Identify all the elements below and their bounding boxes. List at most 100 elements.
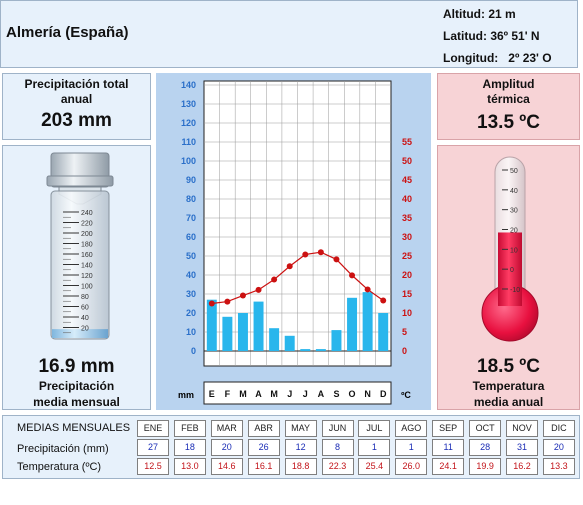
right-axis-tick-label: 5 (402, 327, 407, 337)
month-header-cell: FEB (173, 420, 206, 437)
gauge-water-level (52, 329, 108, 338)
amplitude-value: 13.5 ºC (477, 112, 540, 133)
gauge-tick-label: 60 (81, 305, 89, 312)
precip-cell: 31 (506, 439, 538, 456)
precip-bar (222, 316, 233, 351)
month-header-cell: NOV (506, 420, 538, 437)
gauge-tick-label: 40 (81, 315, 89, 322)
left-axis-tick-label: 30 (186, 289, 196, 299)
gauge-tick-label: 140 (81, 263, 93, 270)
month-header-cell: MAY (284, 420, 317, 437)
precip-bar (347, 297, 358, 351)
temperature-point (286, 263, 293, 270)
left-axis-tick-label: 50 (186, 251, 196, 261)
right-axis-tick-label: 55 (402, 137, 412, 147)
month-label: J (303, 389, 308, 399)
temperature-point (364, 286, 371, 293)
gauge-tick-label: 20 (81, 326, 89, 333)
temp-cell: 16.1 (247, 458, 280, 475)
left-axis-tick-label: 70 (186, 213, 196, 223)
thermometer-tick-label: -10 (510, 287, 520, 294)
thermometer-tick-label: 0 (510, 267, 514, 274)
month-header-cell: OCT (469, 420, 502, 437)
precip-cell: 27 (137, 439, 169, 456)
latitude-label: Latitud: 36º 51' N (443, 29, 540, 43)
table-temp-label: Temperatura (ºC) (17, 461, 102, 473)
precip-bar (300, 349, 311, 351)
temp-cell: 24.1 (432, 458, 465, 475)
month-header-cell: ENE (137, 420, 169, 437)
temp-mean-label-2: media anual (473, 395, 544, 409)
precip-cell: 1 (395, 439, 428, 456)
month-label: J (287, 389, 292, 399)
precip-cell: 1 (358, 439, 391, 456)
temp-cell: 18.8 (284, 458, 317, 475)
precip-bar (284, 335, 295, 351)
right-axis-unit: ºC (401, 390, 411, 400)
precip-mean-label-2: media mensual (33, 395, 120, 409)
left-axis-tick-label: 140 (181, 80, 196, 90)
left-axis-tick-label: 0 (191, 346, 196, 356)
right-axis-tick-label: 10 (402, 308, 412, 318)
left-axis-unit: mm (178, 390, 194, 400)
left-axis-tick-label: 10 (186, 327, 196, 337)
left-axis-tick-label: 130 (181, 99, 196, 109)
precip-total-label-2: anual (60, 92, 93, 106)
thermometer-scale: 50 40 30 20 10 0 -10 (502, 168, 520, 294)
precip-bar (331, 330, 342, 351)
thermometer-tick-label: 40 (510, 188, 518, 195)
temperature-point (224, 298, 231, 305)
temperature-point (380, 297, 387, 304)
temp-cell: 16.2 (506, 458, 538, 475)
monthly-means-table: MEDIAS MENSUALES Precipitación (mm) Temp… (2, 415, 580, 479)
month-label: E (209, 389, 215, 399)
month-label: S (333, 389, 339, 399)
month-header-cell: JUN (321, 420, 354, 437)
precip-mean-label-1: Precipitación (38, 379, 115, 393)
month-header-cell: DIC (542, 420, 575, 437)
thermometer-tick-label: 50 (510, 168, 518, 175)
thermometer-tick-label: 10 (510, 247, 518, 254)
month-label: D (380, 389, 387, 399)
gauge-tick-label: 80 (81, 294, 89, 301)
temperature-point (349, 272, 356, 279)
precip-bar (315, 349, 326, 351)
precip-cell: 8 (321, 439, 354, 456)
temperature-point (302, 251, 309, 258)
table-title: MEDIAS MENSUALES (17, 422, 131, 434)
temp-cell: 25.4 (358, 458, 391, 475)
month-label: A (318, 389, 325, 399)
precip-total-panel: Precipitación total anual 203 mm (2, 73, 151, 140)
temp-cell: 13.3 (542, 458, 575, 475)
thermometer-tick-label: 20 (510, 228, 518, 235)
precip-mean-panel: 240 220 200 180 160 140 120 100 80 60 40 20 16.9 mm… (2, 145, 151, 410)
month-label: A (255, 389, 262, 399)
header-panel: Almería (España) Altitud: 21 m Latitud: … (0, 0, 578, 68)
precip-bar (253, 301, 264, 351)
precip-total-value: 203 mm (41, 110, 112, 131)
thermometer-tick-label: 30 (510, 208, 518, 215)
climograph-chart: 0 10 20 30 40 50 60 70 80 90 100 110 120 130 140 0 5 10 1… (178, 80, 412, 405)
right-axis-tick-label: 20 (402, 270, 412, 280)
temperature-point (317, 249, 324, 256)
right-axis-tick-label: 15 (402, 289, 412, 299)
temperature-point (255, 286, 262, 293)
altitude-label: Altitud: 21 m (443, 7, 516, 21)
precip-bar (362, 292, 373, 351)
left-axis-tick-label: 90 (186, 175, 196, 185)
month-header-cell: JUL (358, 420, 391, 437)
temp-mean-value: 18.5 ºC (477, 356, 540, 377)
left-axis-tick-label: 80 (186, 194, 196, 204)
precip-bar (237, 313, 248, 351)
precip-bar (378, 313, 389, 351)
left-axis-tick-label: 120 (181, 118, 196, 128)
longitude-label: Longitud: 2º 23' O (443, 51, 552, 65)
right-axis-tick-label: 0 (402, 346, 407, 356)
temperature-point (208, 300, 215, 307)
temp-cell: 12.5 (137, 458, 169, 475)
precip-total-label-1: Precipitación total (24, 77, 129, 91)
precip-cell: 28 (469, 439, 502, 456)
precip-cell: 11 (432, 439, 465, 456)
month-header-cell: AGO (395, 420, 428, 437)
amplitude-panel: Amplitud térmica 13.5 ºC (437, 73, 580, 140)
